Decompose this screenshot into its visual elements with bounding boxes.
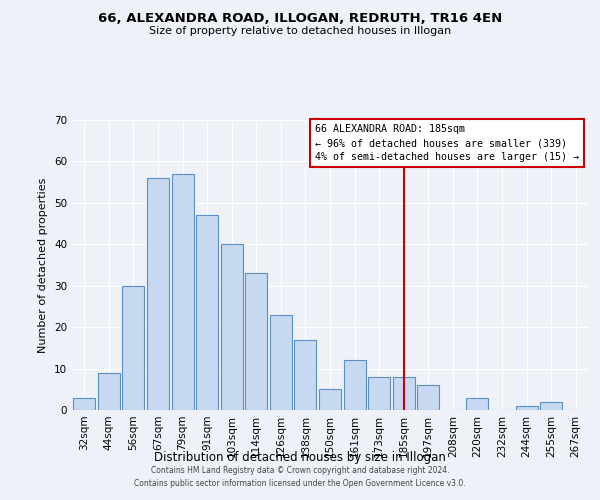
Bar: [270, 314, 292, 410]
Bar: [466, 398, 488, 410]
Bar: [295, 340, 316, 410]
Bar: [122, 286, 145, 410]
Bar: [392, 377, 415, 410]
Y-axis label: Number of detached properties: Number of detached properties: [38, 178, 49, 352]
Text: 66, ALEXANDRA ROAD, ILLOGAN, REDRUTH, TR16 4EN: 66, ALEXANDRA ROAD, ILLOGAN, REDRUTH, TR…: [98, 12, 502, 26]
Bar: [196, 216, 218, 410]
Bar: [221, 244, 243, 410]
Bar: [319, 390, 341, 410]
Bar: [515, 406, 538, 410]
Bar: [73, 398, 95, 410]
Text: Contains HM Land Registry data © Crown copyright and database right 2024.
Contai: Contains HM Land Registry data © Crown c…: [134, 466, 466, 487]
Bar: [172, 174, 194, 410]
Bar: [245, 274, 268, 410]
Bar: [147, 178, 169, 410]
Text: 66 ALEXANDRA ROAD: 185sqm
← 96% of detached houses are smaller (339)
4% of semi-: 66 ALEXANDRA ROAD: 185sqm ← 96% of detac…: [314, 124, 578, 162]
Text: Size of property relative to detached houses in Illogan: Size of property relative to detached ho…: [149, 26, 451, 36]
Bar: [368, 377, 390, 410]
Bar: [417, 385, 439, 410]
Bar: [540, 402, 562, 410]
Bar: [98, 372, 120, 410]
Text: Distribution of detached houses by size in Illogan: Distribution of detached houses by size …: [154, 451, 446, 464]
Bar: [344, 360, 365, 410]
